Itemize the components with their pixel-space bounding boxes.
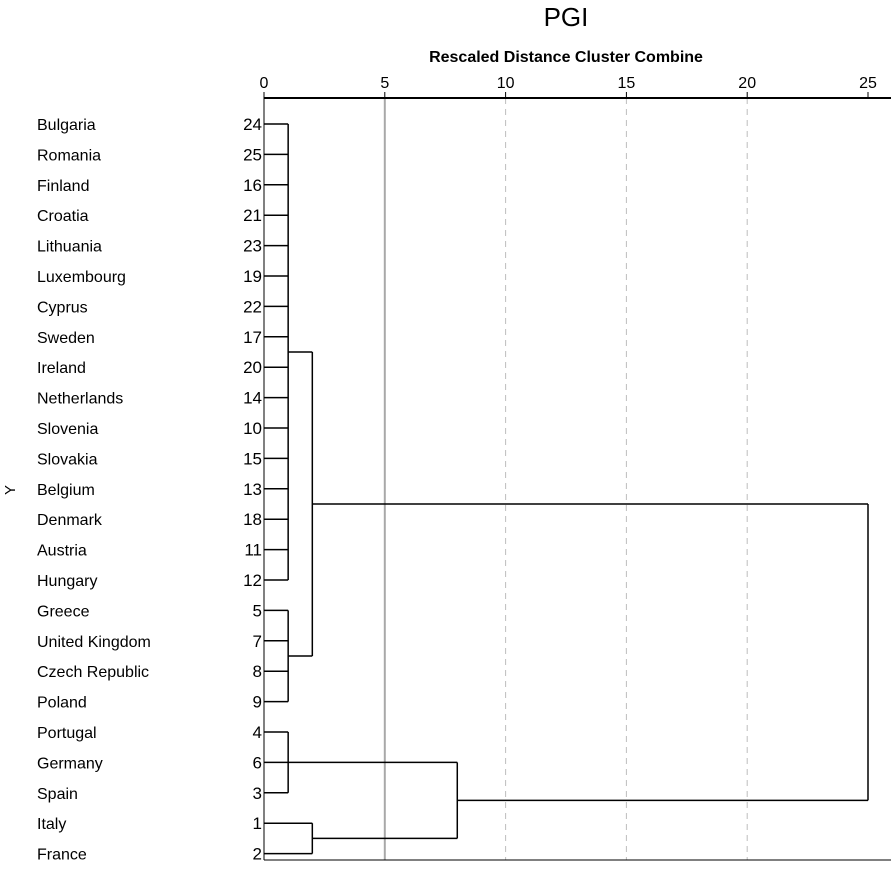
leaf-id: 8: [253, 662, 262, 681]
leaf-label: Greece: [37, 603, 90, 620]
leaf-id: 20: [243, 358, 262, 377]
x-tick-label: 20: [738, 75, 756, 92]
leaf-label: Slovenia: [37, 421, 98, 438]
leaf-label: Bulgaria: [37, 117, 96, 134]
leaf-id: 4: [253, 723, 262, 742]
leaf-id: 25: [243, 145, 262, 164]
leaf-id: 9: [253, 693, 262, 712]
leaf-label: Denmark: [37, 512, 103, 529]
leaf-label: Sweden: [37, 330, 95, 347]
dendrogram-links: [264, 123, 869, 855]
leaf-id: 22: [243, 297, 262, 316]
leaf-label: Ireland: [37, 360, 86, 377]
leaf-label: Hungary: [37, 573, 97, 590]
leaf-id: 24: [243, 115, 262, 134]
x-tick-label: 0: [260, 75, 269, 92]
leaf-id: 2: [253, 845, 262, 864]
leaf-label: Cyprus: [37, 299, 88, 316]
leaf-label: Portugal: [37, 725, 97, 742]
leaf-label: Italy: [37, 816, 66, 833]
leaf-label: Romania: [37, 147, 101, 164]
leaf-label: Finland: [37, 178, 89, 195]
leaf-id: 13: [243, 480, 262, 499]
x-tick-label: 10: [497, 75, 515, 92]
leaf-label: Czech Republic: [37, 664, 149, 681]
axis-layer: 0 5 10 15 20 25: [260, 75, 891, 861]
leaf-id: 15: [243, 449, 262, 468]
leaf-label: Netherlands: [37, 391, 123, 408]
chart-subtitle: Rescaled Distance Cluster Combine: [429, 49, 703, 66]
leaf-label: Croatia: [37, 208, 89, 225]
leaf-id: 3: [253, 784, 262, 803]
leaf-id: 14: [243, 389, 262, 408]
leaf-id: 19: [243, 267, 262, 286]
leaf-id: 23: [243, 237, 262, 256]
leaf-id: 5: [253, 601, 262, 620]
chart-title: PGI: [544, 2, 589, 32]
leaf-label: Germany: [37, 755, 103, 772]
leaf-id: 21: [243, 206, 262, 225]
leaf-id: 7: [253, 632, 262, 651]
leaf-label: Lithuania: [37, 239, 102, 256]
leaf-label: Poland: [37, 695, 87, 712]
grid-layer: [383, 98, 748, 860]
leaf-label: Slovakia: [37, 451, 98, 468]
x-tick-label: 25: [859, 75, 877, 92]
leaf-label: France: [37, 847, 87, 864]
leaf-id: 6: [253, 753, 262, 772]
leaf-label: Luxembourg: [37, 269, 126, 286]
x-tick-label: 15: [618, 75, 636, 92]
x-tick-label: 5: [380, 75, 389, 92]
leaf-id: 16: [243, 176, 262, 195]
leaf-id: 18: [243, 510, 262, 529]
leaf-id: 17: [243, 328, 262, 347]
leaf-label: Belgium: [37, 482, 95, 499]
leaf-id: 12: [243, 571, 262, 590]
leaf-label: United Kingdom: [37, 634, 151, 651]
leaf-id: 10: [243, 419, 262, 438]
leaf-label: Austria: [37, 543, 87, 560]
leaf-id: 1: [253, 814, 262, 833]
y-axis-label: Y: [2, 485, 19, 495]
leaf-id: 11: [244, 541, 262, 560]
leaf-label: Spain: [37, 786, 78, 803]
